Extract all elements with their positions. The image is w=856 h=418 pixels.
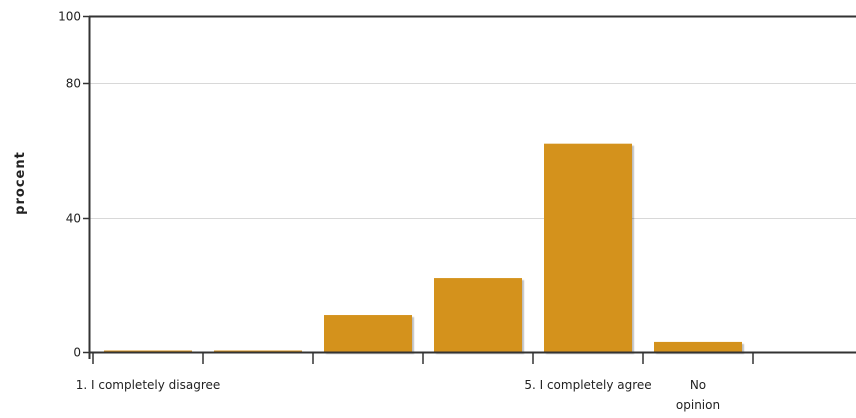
y-tick-label: 40 (66, 212, 81, 226)
bar-2 (214, 350, 302, 352)
y-tick-label: 100 (58, 10, 81, 24)
bar-1 (104, 350, 192, 352)
y-tick-label: 0 (73, 346, 81, 360)
y-axis-title: procent (13, 151, 28, 215)
y-ticks: 0 40 80 100 (58, 10, 89, 360)
grid-lines (89, 16, 856, 219)
bar-6 (654, 341, 742, 352)
x-ticks: 1. I completely disagree 5. I completely … (76, 352, 754, 412)
bar-3 (324, 315, 412, 352)
x-tick-label: 5. I completely agree (524, 378, 651, 392)
y-tick-label: 80 (66, 77, 81, 91)
x-tick-label: 1. I completely disagree (76, 378, 221, 392)
x-tick-label: No opinion (676, 378, 720, 412)
bar-5 (544, 143, 632, 352)
bars (104, 143, 742, 352)
axes (88, 15, 856, 359)
bar-4 (434, 278, 522, 352)
